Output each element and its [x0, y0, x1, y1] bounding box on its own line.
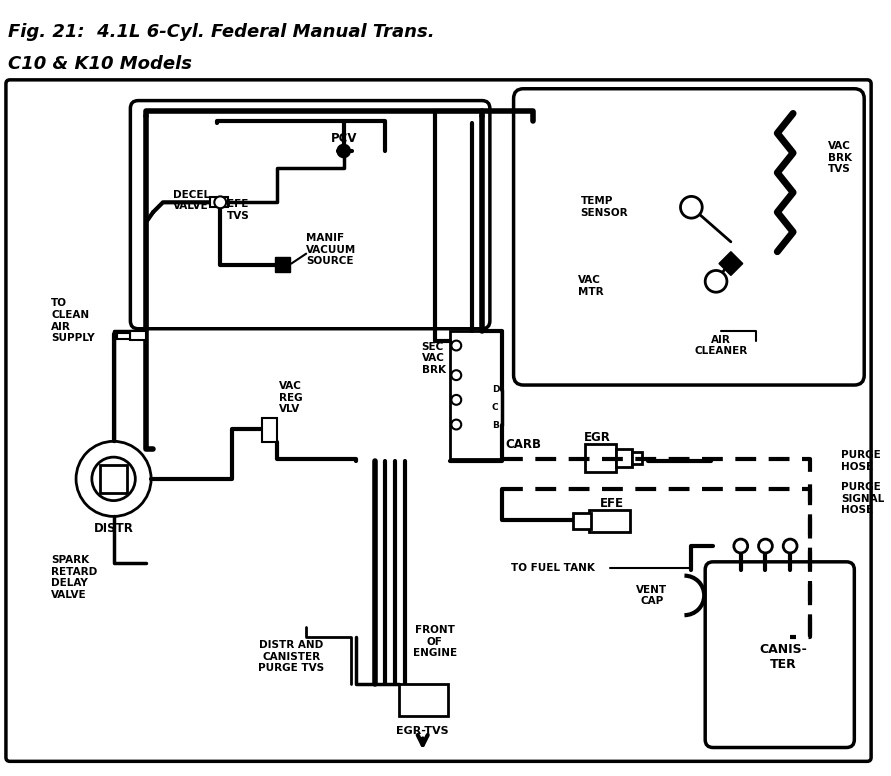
Circle shape [452, 420, 462, 429]
Text: DISTR AND
CANISTER
PURGE TVS: DISTR AND CANISTER PURGE TVS [258, 640, 324, 674]
Circle shape [734, 539, 748, 553]
Circle shape [92, 457, 135, 501]
Bar [584, 445, 617, 472]
Bar [210, 197, 228, 207]
Circle shape [76, 442, 151, 516]
Bar [117, 333, 130, 338]
Text: CARB: CARB [505, 438, 542, 451]
Bar [262, 417, 276, 442]
Text: MANIF
VACUUM
SOURCE: MANIF VACUUM SOURCE [307, 233, 356, 266]
Text: D: D [492, 386, 499, 394]
Text: B: B [492, 421, 499, 430]
Text: C10 & K10 Models: C10 & K10 Models [8, 55, 192, 73]
FancyBboxPatch shape [705, 562, 854, 747]
Text: AIR
CLEANER: AIR CLEANER [694, 334, 748, 356]
Text: TO FUEL TANK: TO FUEL TANK [511, 563, 595, 573]
Text: TO
CLEAN
AIR
SUPPLY: TO CLEAN AIR SUPPLY [52, 299, 95, 343]
FancyBboxPatch shape [130, 101, 490, 329]
Text: PCV: PCV [331, 132, 357, 144]
FancyBboxPatch shape [6, 80, 871, 761]
Text: FRONT
OF
ENGINE: FRONT OF ENGINE [413, 625, 456, 658]
Polygon shape [719, 251, 743, 275]
Circle shape [452, 370, 462, 380]
Circle shape [452, 395, 462, 405]
Circle shape [215, 196, 226, 208]
Circle shape [681, 196, 702, 218]
Text: VAC
REG
VLV: VAC REG VLV [279, 381, 302, 414]
Text: DISTR: DISTR [94, 521, 134, 535]
Text: SPARK
RETARD
DELAY
VALVE: SPARK RETARD DELAY VALVE [52, 556, 98, 600]
Circle shape [338, 145, 349, 157]
Text: EFE: EFE [601, 497, 625, 510]
Text: EGR: EGR [584, 431, 611, 444]
Bar [589, 511, 630, 532]
Text: PURGE
HOSE: PURGE HOSE [841, 450, 881, 472]
Circle shape [705, 271, 727, 293]
Text: SEC
VAC
BRK: SEC VAC BRK [421, 341, 446, 375]
Text: Fig. 21:  4.1L 6-Cyl. Federal Manual Trans.: Fig. 21: 4.1L 6-Cyl. Federal Manual Tran… [8, 23, 435, 41]
Text: VENT
CAP: VENT CAP [636, 584, 667, 606]
Text: DECEL
VALVE: DECEL VALVE [173, 189, 210, 211]
Text: EGR-TVS: EGR-TVS [396, 726, 449, 736]
Text: EFE
TVS: EFE TVS [227, 199, 249, 221]
Text: PURGE
SIGNAL
HOSE: PURGE SIGNAL HOSE [841, 482, 885, 515]
Circle shape [758, 539, 772, 553]
Text: TEMP
SENSOR: TEMP SENSOR [581, 196, 628, 218]
Bar [274, 257, 290, 272]
Text: C: C [492, 404, 498, 412]
Bar [450, 331, 502, 459]
Text: VAC
MTR: VAC MTR [577, 275, 603, 297]
Circle shape [783, 539, 797, 553]
Bar [399, 684, 448, 716]
Bar [130, 331, 146, 340]
Bar [632, 452, 642, 464]
Bar [100, 465, 127, 493]
Text: VAC
BRK
TVS: VAC BRK TVS [828, 141, 852, 175]
FancyBboxPatch shape [513, 88, 864, 385]
Bar [617, 449, 632, 467]
Text: CANIS-
TER: CANIS- TER [759, 643, 807, 670]
Bar [573, 514, 591, 529]
Circle shape [452, 341, 462, 351]
